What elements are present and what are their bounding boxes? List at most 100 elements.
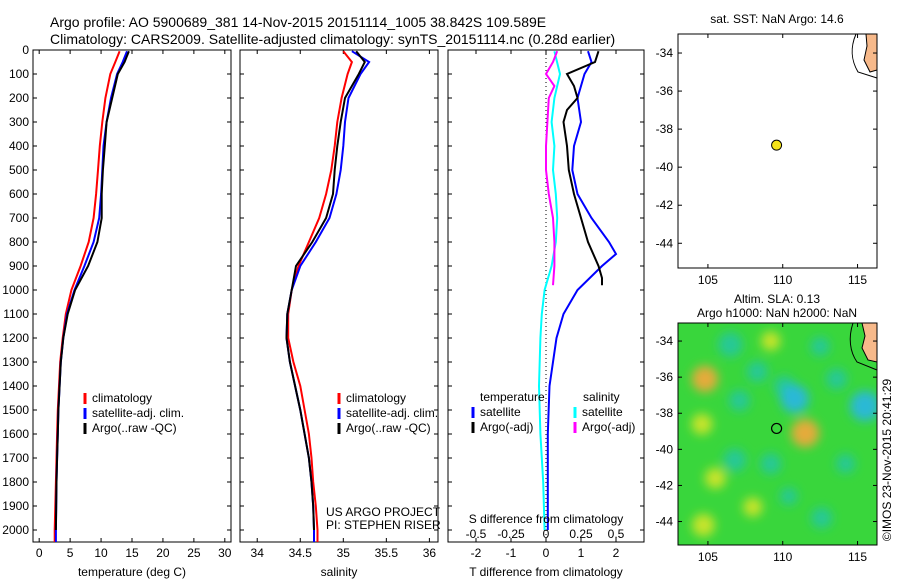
x-tick-label: 34.5 [289,546,313,560]
project-annotation: US ARGO PROJECT [326,505,441,519]
float-location-marker [771,139,783,151]
depth-tick-label: 1600 [2,427,29,441]
temperature-axes-frame [32,49,232,543]
legend-label: Argo(..raw -QC) [92,421,177,435]
map-x-tick-label: 105 [698,550,718,564]
depth-tick-label: 300 [9,115,29,129]
difference-depth-ticks [448,49,644,531]
salinity-series [285,50,371,542]
temperature-panel: 0100200300400500600700800900100011001200… [2,43,232,579]
coastline-contour [851,33,878,79]
depth-tick-label: 400 [9,139,29,153]
depth-tick-label: 2000 [2,523,29,537]
legend-title: salinity [583,390,620,404]
depth-tick-label: 600 [9,187,29,201]
sla-feature [723,448,747,472]
sla-feature [692,513,715,537]
temperature-series [53,50,130,542]
legend-label: satellite-adj. clim. [92,406,184,420]
map-y-tick-label: -42 [656,198,674,212]
x-tick-label: 25 [187,546,201,560]
map-x-tick-label: 105 [698,273,718,287]
map-y-tick-label: -34 [656,334,674,348]
map-x-tick-label: 115 [848,273,867,287]
sst-map-axes: 105 110 115 -34 -36 -38 -40 -42 -44 [656,34,877,287]
depth-tick-label: 1100 [3,307,29,321]
sla-map-title-2: Argo h1000: NaN h2000: NaN [697,306,857,320]
depth-tick-label: 1700 [2,451,29,465]
sla-feature [743,497,763,517]
sst-map-background [678,34,877,268]
salinity-depth-ticks [240,49,438,531]
legend-label: satellite [582,405,623,419]
legend-label: satellite [480,405,521,419]
x-tick-label: 10 [94,546,108,560]
sla-feature [718,332,743,357]
legend-label: Argo(-adj) [582,420,635,434]
sla-feature [761,331,781,351]
series-line [285,50,371,542]
x-tick-label: 1 [578,546,585,560]
sla-feature [811,507,833,529]
s-diff-tick-label: 0.5 [608,527,625,541]
temperature-x-axis: 0 5 10 15 20 25 30 [36,50,232,560]
float-location-ring [770,422,783,435]
sla-feature [728,390,750,412]
x-tick-label: 30 [218,546,232,560]
difference-legend: temperature salinitysatelliteArgo(-adj)sa… [471,390,635,434]
sla-feature [826,368,848,390]
sla-feature [810,336,830,357]
depth-tick-label: 700 [9,211,29,225]
sla-map-title-1: Altim. SLA: 0.13 [734,292,820,306]
sla-feature [691,365,719,393]
map-x-tick-label: 115 [848,550,867,564]
legend-label: climatology [92,391,152,405]
x-tick-label: 15 [125,546,139,560]
s-diff-tick-label: -0.5 [466,527,487,541]
sla-map-axes: 105 110 115 -34 -36 -38 -40 -42 -44 [656,323,877,564]
x-tick-label: 0 [36,546,43,560]
x-tick-label: 36 [423,546,437,560]
map-y-tick-label: -40 [656,442,674,456]
series-line [287,50,354,542]
legend-label: climatology [346,391,406,405]
s-diff-tick-label: -0.25 [497,527,525,541]
x-tick-label: -2 [471,546,482,560]
sla-feature [780,487,798,505]
depth-tick-label: 1500 [2,403,29,417]
sla-feature [746,361,768,383]
s-difference-label: S difference from climatology [469,512,624,526]
x-tick-label: 2 [613,546,620,560]
t-difference-xlabel: T difference from climatology [469,565,623,579]
salinity-x-axis: 34 34.5 35 35.5 36 [251,50,437,560]
depth-tick-label: 1200 [2,331,29,345]
series-line [54,50,130,531]
sla-heatmap-background [678,323,877,545]
x-tick-label: -1 [506,546,517,560]
depth-tick-label: 900 [9,259,29,273]
temperature-xlabel: temperature (deg C) [78,565,186,579]
depth-tick-label: 1900 [2,499,29,513]
depth-tick-label: 200 [9,91,29,105]
x-tick-label: 34 [251,546,265,560]
x-tick-label: 5 [67,546,74,560]
map-y-tick-label: -40 [656,160,674,174]
pi-annotation: PI: STEPHEN RISER [326,518,441,532]
map-y-tick-label: -36 [656,84,674,98]
map-y-tick-label: -42 [656,478,674,492]
imos-watermark: ©IMOS 23-Nov-2015 20:41:29 [880,379,894,542]
series-line [54,50,128,542]
difference-series [537,50,618,531]
difference-axes-frame [447,49,645,543]
sst-map-frame [677,33,878,269]
map-x-tick-label: 110 [773,550,792,564]
title-line-1: Argo profile: AO 5900689_381 14-Nov-2015… [50,14,546,30]
map-y-tick-label: -44 [656,236,674,250]
sla-feature [691,413,713,435]
legend-label: Argo(-adj) [480,420,533,434]
salinity-axes-frame [239,49,439,543]
map-y-tick-label: -38 [656,406,674,420]
sla-feature [850,391,877,422]
